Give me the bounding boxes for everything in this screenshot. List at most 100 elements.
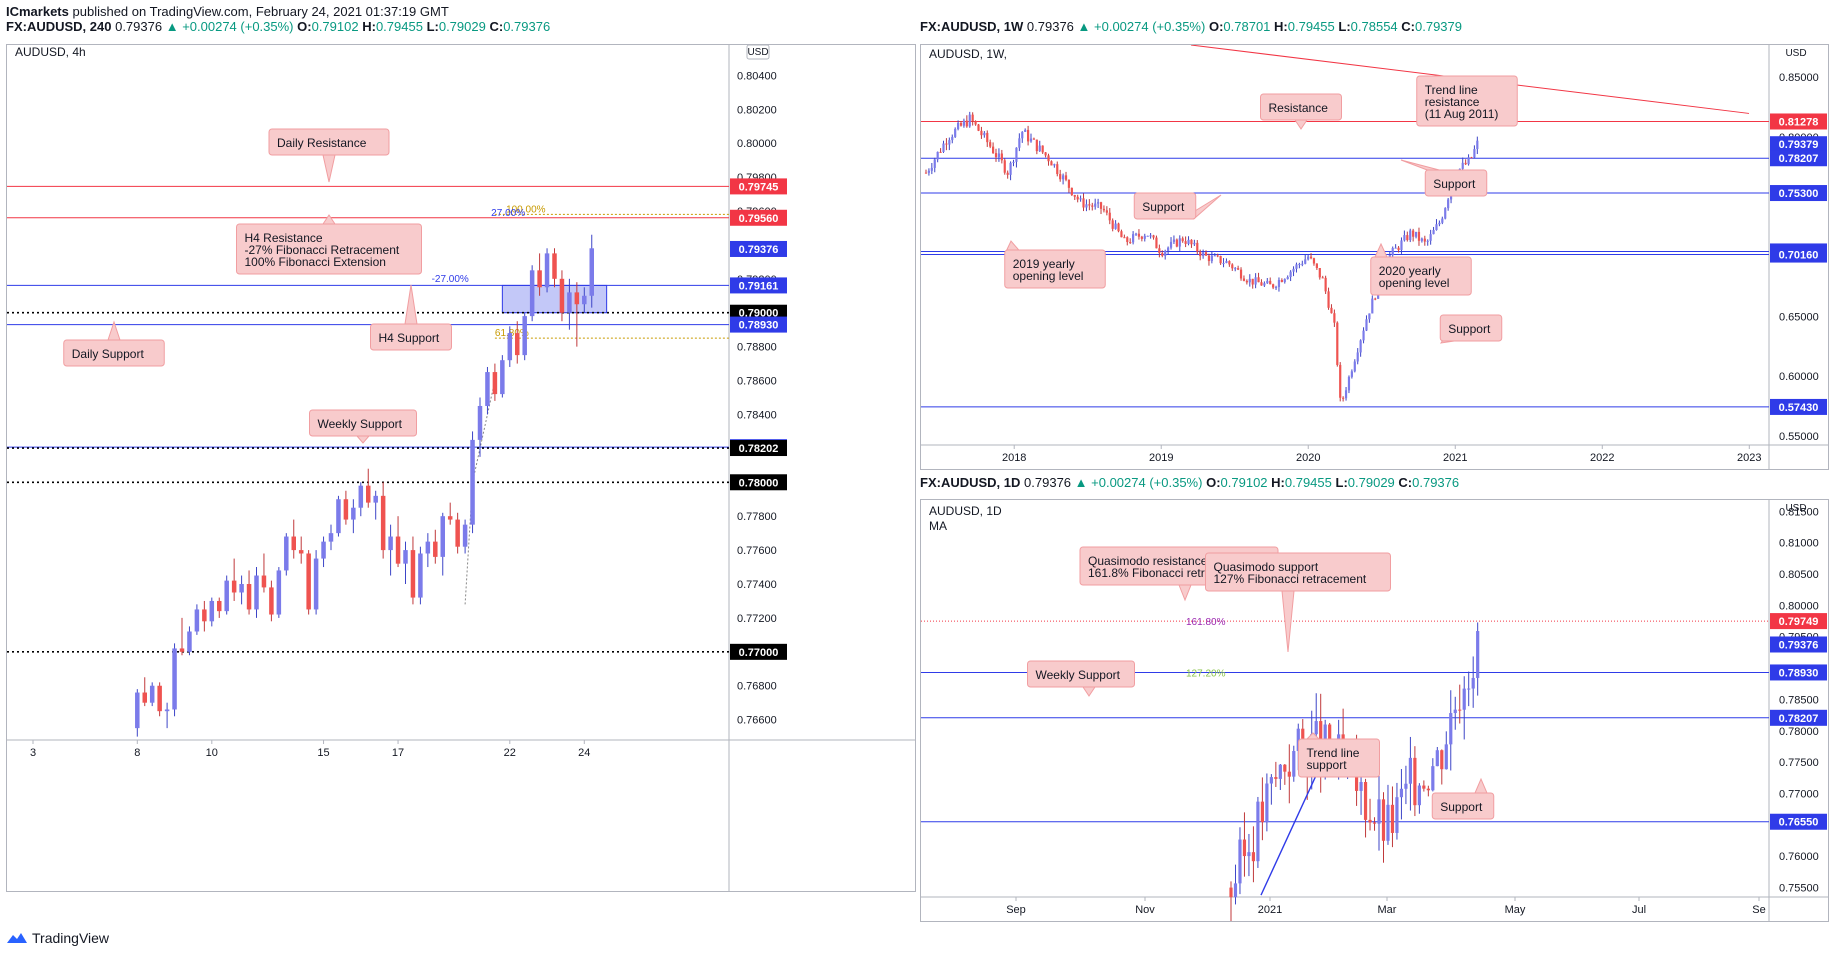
w1-level-tag-label: 0.57430 <box>1779 402 1819 414</box>
w1-candle <box>1397 247 1400 250</box>
w1-candle <box>1321 277 1324 279</box>
d1-support-callout-text: Support <box>1440 800 1483 814</box>
w1-candle <box>1438 222 1441 225</box>
d1-open: 0.79102 <box>1220 475 1268 490</box>
w1-candle <box>1263 283 1266 286</box>
w1-candle <box>1120 231 1123 238</box>
w1-candle <box>1175 239 1178 247</box>
d1-chart-pane[interactable]: AUDUSD, 1D MA USD 0.81500 0.81000 0.80500 0.80… <box>920 499 1829 922</box>
w1-candle <box>954 128 957 137</box>
w1-candle <box>1129 242 1132 244</box>
w1-support-callout <box>1424 169 1488 197</box>
w1-candle <box>1400 240 1403 250</box>
w1-candle <box>1342 397 1345 399</box>
w1-candle <box>1102 208 1106 211</box>
w1-candle <box>1429 234 1432 241</box>
w1-candle <box>1047 155 1050 162</box>
d1-candle <box>1381 799 1386 841</box>
h4-y-tick-label: 0.77800 <box>737 511 777 523</box>
d1-candle <box>1238 839 1242 884</box>
d1-candle <box>1359 782 1363 791</box>
h4-level-tag-label: 0.77000 <box>739 647 779 659</box>
h4-candle <box>433 541 438 557</box>
w1-chart-pane[interactable]: AUDUSD, 1W,USD0.850000.800000.750000.700… <box>920 44 1829 470</box>
w1-candle <box>1309 256 1313 259</box>
w1-candle <box>1470 157 1473 159</box>
w1-candle <box>1085 204 1088 208</box>
w1-level-tag-label: 0.81278 <box>1779 116 1819 128</box>
h4-candle <box>515 333 520 356</box>
h4-y-tick-label: 0.77200 <box>737 613 777 625</box>
author-name[interactable]: ICmarkets <box>6 4 69 19</box>
h4-candle <box>455 519 460 547</box>
h4-candle <box>567 292 572 313</box>
w1-candle <box>1178 238 1181 247</box>
h4-h4-support-callout-text: H4 Support <box>379 331 440 345</box>
d1-weekly-support-callout-text: Weekly Support <box>1036 668 1121 682</box>
w1-candle <box>1094 203 1097 207</box>
h4-x-tick-label: 8 <box>134 747 140 759</box>
d1-support-callout-pointer <box>1474 777 1488 794</box>
w1-candle <box>1432 230 1435 235</box>
h4-candle <box>366 485 371 503</box>
w1-candle <box>1409 230 1412 241</box>
d1-level-tag <box>1770 813 1827 830</box>
h4-chart-pane[interactable]: AUDUSD, 4h USD 0.80400 0.80200 0.80000 0.7980… <box>6 44 916 892</box>
w1-candle <box>1257 277 1260 283</box>
h4-h4-resistance-callout-text: H4 Resistance <box>245 231 323 245</box>
w1-support2-callout-text: Support <box>1142 200 1185 214</box>
w1-candle <box>1184 241 1187 244</box>
d1-candle <box>1471 677 1475 689</box>
h4-chart-header: FX:AUDUSD, 240 0.79376 ▲ +0.00274 (+0.35… <box>6 19 551 34</box>
w1-candle <box>1318 267 1321 278</box>
w1-chart[interactable]: AUDUSD, 1W,USD0.850000.800000.750000.700… <box>921 45 1828 469</box>
w1-candle <box>965 120 968 127</box>
h4-chart[interactable]: AUDUSD, 4h USD0.804000.802000.800000.7980… <box>7 45 915 891</box>
h4-candle <box>395 536 401 564</box>
w1-candle <box>956 122 960 129</box>
footer-brand[interactable]: TradingView <box>32 930 110 946</box>
h4-low: 0.79029 <box>438 19 486 34</box>
h4-y-tick-label: 0.78600 <box>737 376 777 388</box>
w1-candle <box>1079 198 1082 200</box>
w1-level-tag <box>1770 398 1827 415</box>
w1-support2-callout <box>1133 192 1197 220</box>
h4-candle <box>589 248 594 296</box>
w1-candle <box>1330 307 1333 314</box>
d1-candle <box>1417 785 1421 806</box>
h4-candle <box>336 499 341 534</box>
w1-candle <box>1473 149 1476 158</box>
h4-fib-label: 27.00% <box>491 208 525 219</box>
w1-trendline-callout-text: Trend line <box>1425 83 1478 97</box>
h4-y-tick-label: 0.78800 <box>737 342 777 354</box>
w1-candle <box>1161 253 1164 256</box>
h4-candle <box>582 295 587 305</box>
w1-2019-yearly-callout-pointer <box>1005 240 1020 251</box>
h4-level-tag-label: 0.79745 <box>739 181 779 193</box>
h4-price: 0.79376 <box>115 19 163 34</box>
w1-x-tick-label: 2020 <box>1296 452 1320 464</box>
h4-weekly-support-callout-pointer <box>355 435 371 444</box>
w1-candle <box>948 140 951 145</box>
d1-candle <box>1229 887 1233 898</box>
d1-candle <box>1260 801 1264 823</box>
w1-candle <box>1394 247 1397 249</box>
h4-candle <box>291 536 296 551</box>
d1-indicator-label: MA <box>929 519 947 533</box>
h4-candle <box>269 587 274 615</box>
w1-candle <box>1003 160 1006 173</box>
h4-y-tick-label: 0.78400 <box>737 409 777 421</box>
w1-change: ▲ +0.00274 (+0.35%) <box>1077 19 1206 34</box>
h4-level-tag-label: 0.78202 <box>739 443 779 455</box>
w1-candle <box>1009 162 1012 175</box>
w1-candle <box>1412 230 1415 237</box>
d1-y-tick-label: 0.81000 <box>1779 538 1819 550</box>
w1-candle <box>994 153 998 158</box>
w1-candle <box>1420 238 1423 241</box>
d1-candle <box>1426 788 1430 791</box>
publish-header: ICmarkets published on TradingView.com, … <box>6 4 449 19</box>
d1-y-tick-label: 0.80500 <box>1779 569 1819 581</box>
d1-candle <box>1242 839 1247 857</box>
w1-candle <box>1260 282 1263 286</box>
